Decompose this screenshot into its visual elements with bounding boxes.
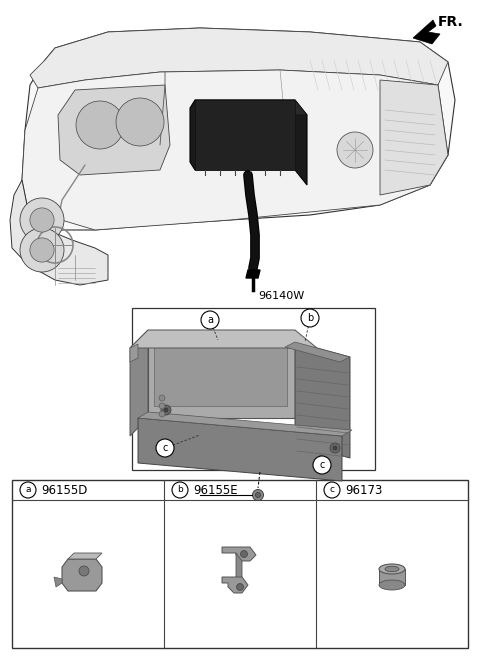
Circle shape — [164, 408, 168, 412]
Polygon shape — [68, 553, 102, 559]
Polygon shape — [54, 577, 62, 587]
Ellipse shape — [379, 580, 405, 590]
Circle shape — [20, 228, 64, 272]
Circle shape — [135, 117, 145, 127]
Circle shape — [240, 551, 248, 558]
Circle shape — [159, 395, 165, 401]
Circle shape — [172, 482, 188, 498]
Text: b: b — [307, 313, 313, 323]
Polygon shape — [62, 559, 102, 591]
Circle shape — [124, 106, 156, 138]
Text: 96140W: 96140W — [258, 291, 304, 301]
Circle shape — [324, 482, 340, 498]
Circle shape — [313, 456, 331, 474]
Circle shape — [201, 311, 219, 329]
Polygon shape — [130, 330, 148, 436]
Circle shape — [20, 482, 36, 498]
Polygon shape — [413, 20, 440, 44]
Circle shape — [301, 309, 319, 327]
Bar — [12, 480, 468, 648]
Circle shape — [333, 446, 337, 450]
Polygon shape — [22, 70, 448, 230]
Text: c: c — [162, 443, 168, 453]
Polygon shape — [222, 547, 256, 561]
Circle shape — [20, 198, 64, 242]
Circle shape — [161, 405, 171, 415]
Text: 1229DK: 1229DK — [152, 490, 196, 500]
Polygon shape — [138, 412, 352, 436]
Circle shape — [156, 439, 174, 457]
Circle shape — [159, 403, 165, 409]
Circle shape — [337, 132, 373, 168]
Ellipse shape — [379, 564, 405, 574]
Circle shape — [252, 489, 264, 501]
Polygon shape — [130, 330, 317, 348]
Text: a: a — [25, 486, 31, 495]
Ellipse shape — [385, 566, 399, 572]
Bar — [132, 308, 375, 470]
Polygon shape — [236, 553, 242, 583]
Circle shape — [255, 493, 261, 497]
Polygon shape — [295, 342, 350, 458]
Text: c: c — [319, 460, 324, 470]
Polygon shape — [195, 100, 295, 170]
Polygon shape — [195, 100, 307, 115]
Text: b: b — [177, 486, 183, 495]
Text: c: c — [329, 486, 335, 495]
Circle shape — [30, 208, 54, 232]
Text: 96155D: 96155D — [41, 484, 87, 497]
Circle shape — [116, 98, 164, 146]
Polygon shape — [380, 80, 448, 195]
Text: 96173: 96173 — [345, 484, 383, 497]
Polygon shape — [148, 330, 295, 418]
Text: FR.: FR. — [438, 15, 464, 29]
Circle shape — [84, 109, 116, 141]
Circle shape — [79, 566, 89, 576]
Circle shape — [30, 238, 54, 262]
Circle shape — [330, 443, 340, 453]
Polygon shape — [58, 85, 170, 175]
Text: a: a — [207, 315, 213, 325]
Polygon shape — [379, 569, 405, 585]
Polygon shape — [222, 577, 248, 593]
Polygon shape — [190, 100, 307, 185]
Polygon shape — [10, 180, 108, 285]
Polygon shape — [246, 270, 260, 278]
Polygon shape — [30, 28, 448, 88]
Circle shape — [95, 120, 105, 130]
Text: 96155E: 96155E — [193, 484, 238, 497]
Polygon shape — [285, 342, 350, 362]
Circle shape — [237, 583, 243, 591]
Polygon shape — [22, 28, 455, 230]
Polygon shape — [154, 338, 287, 406]
Circle shape — [159, 411, 165, 417]
Polygon shape — [130, 344, 138, 362]
Circle shape — [76, 101, 124, 149]
Polygon shape — [138, 418, 342, 481]
